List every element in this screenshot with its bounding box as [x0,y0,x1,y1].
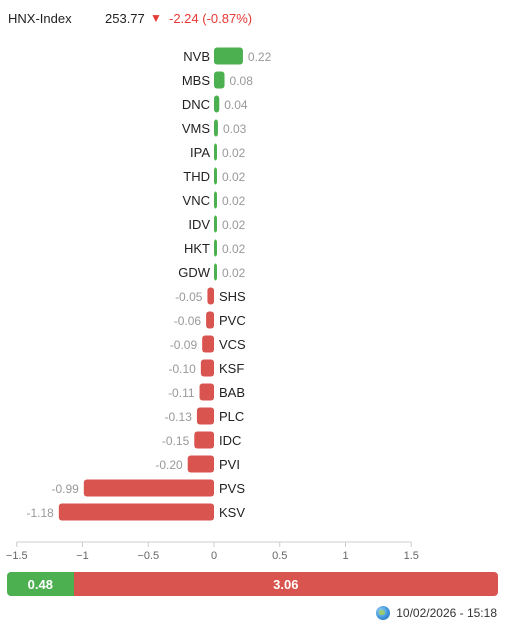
category-label: VMS [182,121,211,136]
bar-plc [196,407,214,425]
data-label: 0.08 [230,74,254,88]
data-label: -0.06 [174,314,202,328]
advance-segment: 0.48 [7,572,74,596]
category-label: VNC [183,193,210,208]
category-label: DNC [182,97,210,112]
bar-gdw [214,263,217,281]
bar-vms [214,119,218,137]
data-label: -0.99 [51,482,79,496]
bar-pvi [187,455,214,473]
category-label: IDC [219,433,241,448]
category-label: BAB [219,385,245,400]
category-label: PLC [219,409,244,424]
category-label: IDV [188,217,210,232]
category-label: KSV [219,505,245,520]
timestamp: 10/02/2026 - 15:18 [396,606,497,620]
category-label: NVB [183,49,210,64]
category-label: HKT [184,241,210,256]
x-tick-label: 1.5 [404,550,419,562]
data-label: 0.02 [222,218,246,232]
data-label: 0.22 [248,50,272,64]
bar-idv [214,215,217,233]
bar-vcs [202,335,214,353]
data-label: -0.20 [155,458,183,472]
category-label: THD [183,169,210,184]
bar-hkt [214,239,217,257]
data-label: -0.09 [170,338,198,352]
x-tick-label: 0 [211,550,217,562]
category-label: SHS [219,289,246,304]
bar-idc [194,431,214,449]
globe-icon [376,606,391,620]
x-tick-label: −0.5 [137,550,159,562]
down-arrow-icon: ▼ [150,11,162,25]
bar-nvb [214,47,243,65]
bar-thd [214,167,217,185]
bar-ksf [200,359,214,377]
index-change: -2.24 (-0.87%) [169,11,253,26]
data-label: -0.11 [168,386,195,400]
data-label: -0.10 [168,362,196,376]
data-label: 0.02 [222,146,246,160]
data-label: 0.02 [222,170,246,184]
category-label: PVS [219,481,245,496]
data-label: 0.02 [222,242,246,256]
category-label: VCS [219,337,246,352]
x-tick-label: −1.5 [6,550,28,562]
category-label: GDW [178,265,211,280]
bar-shs [207,287,214,305]
bar-dnc [214,95,220,113]
category-label: PVC [219,313,246,328]
bar-pvc [206,311,214,329]
category-label: PVI [219,457,240,472]
x-tick-label: −1 [76,550,89,562]
data-label: -0.15 [162,434,190,448]
impact-bar-chart: NVB 0.22 MBS 0.08 DNC 0.04 VMS 0.03 IPA 0.02 THD 0.… [6,47,419,562]
bar-vnc [214,191,217,209]
data-label: 0.02 [222,194,246,208]
category-label: KSF [219,361,244,376]
bar-bab [199,383,214,401]
footer: 10/02/2026 - 15:18 [376,606,497,620]
bar-ksv [58,503,214,521]
data-label: 0.02 [222,266,246,280]
index-name: HNX-Index [8,11,72,26]
x-tick-label: 1 [342,550,348,562]
bar-ipa [214,143,217,161]
advance-decline-bar: 0.48 3.06 [7,572,498,596]
decline-segment: 3.06 [73,572,498,596]
data-label: 0.03 [223,122,247,136]
category-label: MBS [182,73,211,88]
index-value: 253.77 [105,11,145,26]
bar-mbs [214,71,225,89]
x-tick-label: 0.5 [272,550,287,562]
data-label: -0.05 [175,290,203,304]
data-label: -1.18 [26,506,54,520]
category-label: IPA [190,145,210,160]
bar-pvs [83,479,214,497]
data-label: 0.04 [224,98,248,112]
data-label: -0.13 [165,410,193,424]
